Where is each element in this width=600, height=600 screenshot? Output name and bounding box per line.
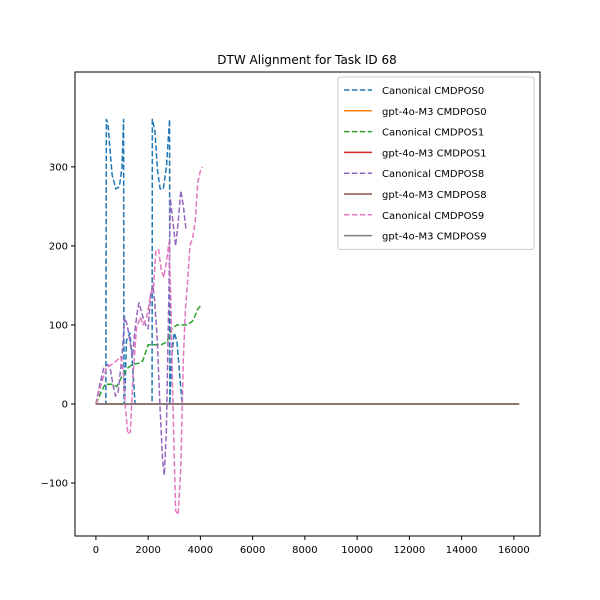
y-tick-label: −100 — [41, 479, 68, 490]
x-tick-label: 6000 — [240, 545, 265, 556]
chart-title: DTW Alignment for Task ID 68 — [217, 53, 396, 67]
x-tick-label: 10000 — [341, 545, 373, 556]
x-tick-label: 12000 — [393, 545, 425, 556]
y-tick-label: 100 — [49, 320, 68, 331]
legend-box — [337, 76, 535, 250]
legend-label: gpt-4o-M3 CMDPOS1 — [382, 148, 487, 159]
x-axis: 0 2000 4000 6000 8000 10000 12000 14000 16000 — [93, 536, 530, 556]
x-tick-label: 4000 — [188, 545, 213, 556]
series-line-canonical-cmdpos1 — [95, 303, 203, 405]
legend-label: gpt-4o-M3 CMDPOS8 — [382, 190, 487, 201]
legend: Canonical CMDPOS0 gpt-4o-M3 CMDPOS0 Canoni… — [337, 76, 535, 250]
x-tick-label: 0 — [93, 545, 99, 556]
legend-label: gpt-4o-M3 CMDPOS9 — [382, 232, 487, 243]
y-tick-label: 200 — [49, 241, 68, 252]
legend-label: Canonical CMDPOS8 — [382, 169, 484, 180]
x-tick-label: 8000 — [292, 545, 317, 556]
legend-label: Canonical CMDPOS9 — [382, 211, 484, 222]
legend-label: Canonical CMDPOS1 — [382, 128, 484, 139]
y-tick-label: 0 — [62, 399, 68, 410]
legend-label: Canonical CMDPOS0 — [382, 86, 484, 97]
x-tick-label: 14000 — [446, 545, 478, 556]
series-line-canonical-cmdpos9 — [95, 166, 204, 516]
x-tick-label: 16000 — [498, 545, 530, 556]
y-tick-label: 300 — [49, 162, 68, 173]
legend-label: gpt-4o-M3 CMDPOS0 — [382, 107, 487, 118]
series-layer — [95, 118, 520, 516]
x-tick-label: 2000 — [135, 545, 160, 556]
y-axis: −100 0 100 200 300 — [41, 162, 75, 490]
series-line-canonical-cmdpos8 — [95, 189, 187, 476]
